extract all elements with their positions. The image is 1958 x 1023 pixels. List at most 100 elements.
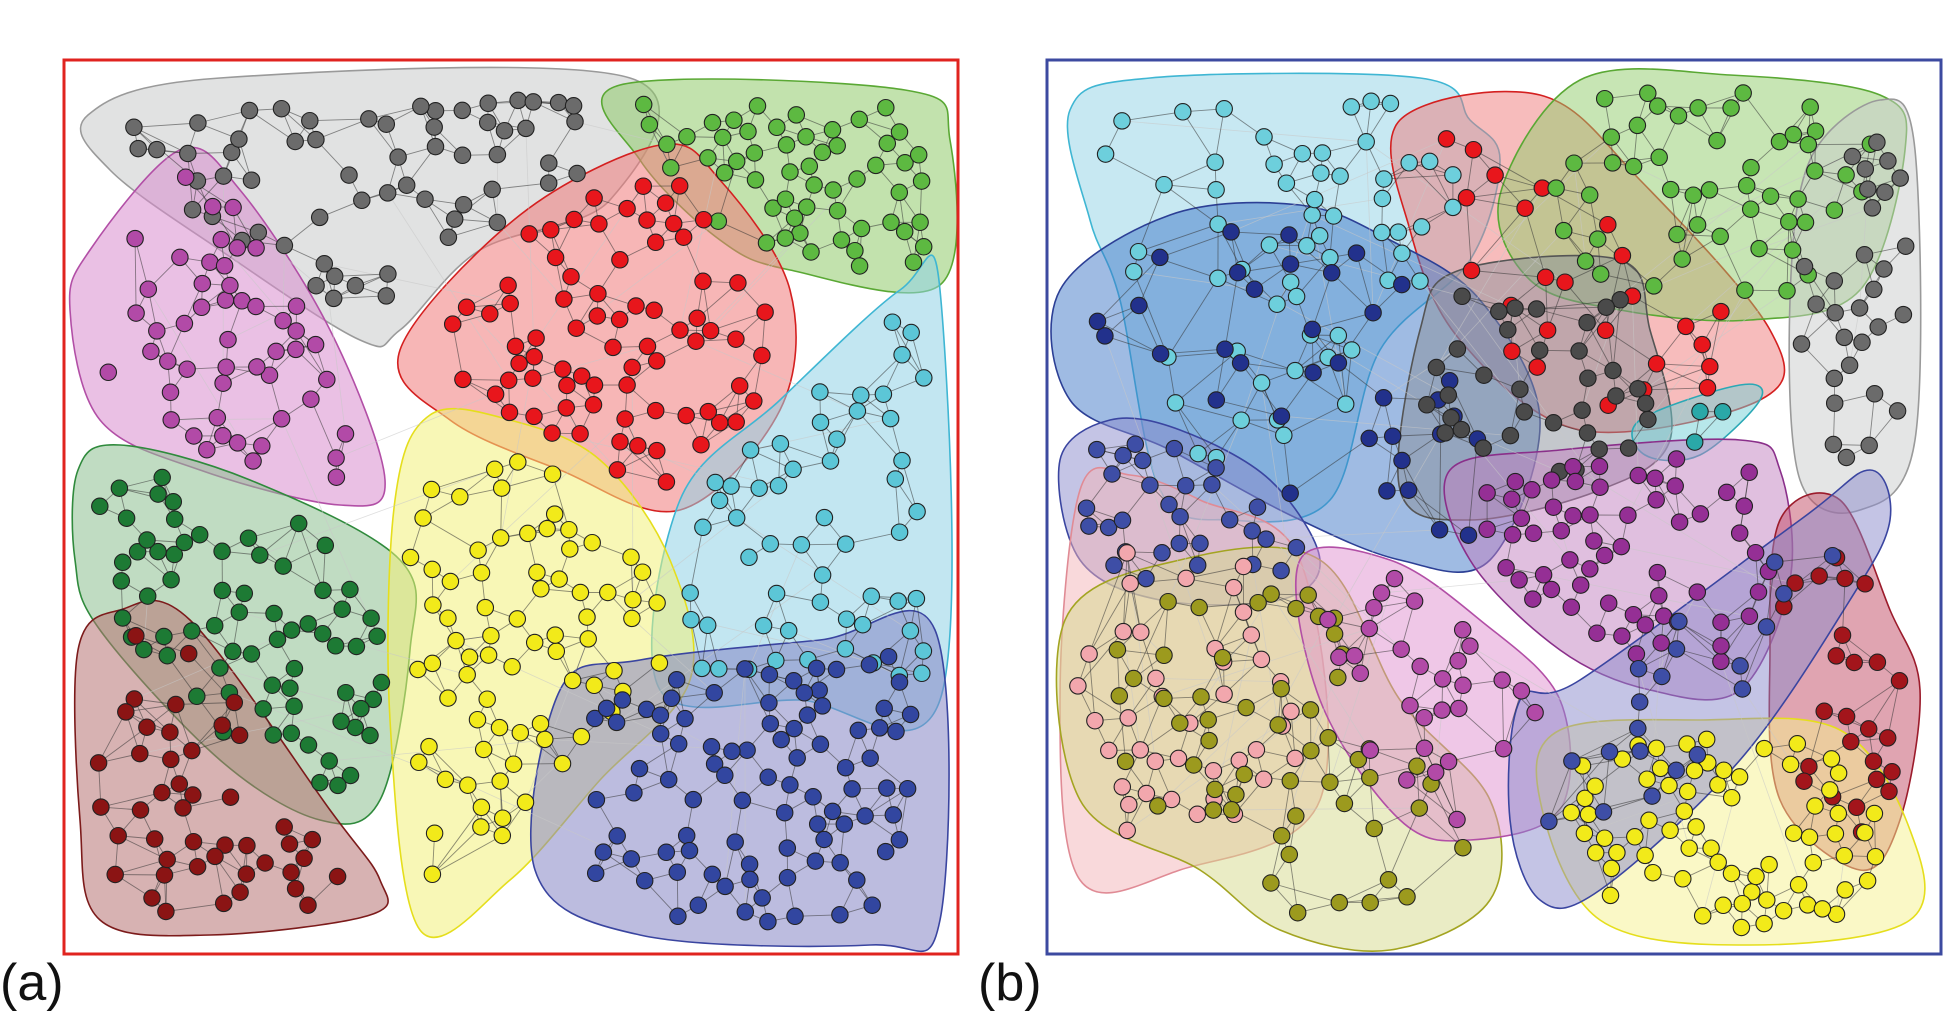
node-blue [856,807,874,825]
node-blue [759,768,777,786]
node-yellow [1755,739,1773,758]
node-olive [1149,797,1167,815]
node-yellow [401,548,420,567]
node-red [572,367,591,385]
node-green [1780,212,1798,231]
node-red [589,284,607,303]
node-blue [1222,223,1240,241]
node-gray [1837,448,1856,467]
edge [1709,311,1722,367]
edge [1283,403,1346,436]
node-green [776,190,795,208]
node-darkred [143,889,161,907]
node-gray [426,137,445,156]
node-green [911,213,929,232]
node-olive [1155,646,1173,665]
node-darkgreen [361,726,379,745]
node-cyan [710,660,728,678]
node-violetpink [1345,647,1364,665]
node-lavender [1287,538,1306,557]
inter-edge [690,619,922,674]
inter-edge [1365,141,1566,283]
node-darkgreen [285,659,304,678]
node-red [524,369,542,387]
node-magenta [318,370,336,389]
node-darkgreen [162,570,180,589]
edge [1842,578,1846,636]
node-violetpink [1433,670,1452,688]
node-darkgreen [320,752,338,770]
edge [1167,278,1219,358]
node-yellow [485,460,504,479]
node-darkgreen [149,485,167,503]
node-lowerblue [1823,546,1842,565]
inter-edge [631,618,715,694]
node-blue [890,831,909,849]
node-blue [613,691,632,709]
node-darkred [328,867,347,886]
node-olive [1124,669,1143,688]
node-blue [786,907,804,926]
node-olive [1222,801,1241,819]
node-cyan [881,409,900,428]
node-gray [1855,246,1874,264]
node-green [867,156,885,175]
node-gray [1865,385,1884,403]
node-yellow [532,580,550,598]
node-yellow [504,755,523,773]
node-magenta [99,363,118,382]
node-purple [1510,571,1528,589]
node-green [823,121,842,139]
node-gray [377,115,396,133]
node-magenta [192,298,211,317]
node-red [443,315,462,333]
node-darkred [125,690,144,708]
node-green [1700,181,1719,199]
node-green [785,209,804,227]
edge [1605,307,1614,371]
node-magenta [193,274,212,293]
edge [1808,711,1825,767]
node-cyan [722,477,740,495]
edge [1163,161,1216,186]
node-green [1750,239,1768,258]
edge [1216,399,1282,417]
edge [1133,601,1169,679]
node-darkred [237,865,256,883]
node-blue [662,689,681,708]
inter-edge [1310,334,1428,406]
node-red [647,352,666,370]
node-green [828,137,846,155]
node-green [1580,186,1599,204]
node-magenta [214,427,232,445]
node-green [850,257,869,275]
node-blue [669,907,687,926]
node-green [909,146,928,164]
node-cyan [813,566,832,584]
node-gray [378,184,397,202]
edge [462,379,510,413]
node-yellow [441,572,460,591]
node-purple [1503,490,1521,508]
node-lowerblue [1653,667,1671,686]
edge [1105,153,1165,186]
node-violetpink [1330,648,1348,667]
edge [1612,299,1621,371]
inter-edge [1383,348,1458,399]
node-green [777,136,796,154]
node-blue [1130,296,1148,315]
node-magenta [142,342,160,361]
node-darkred [275,818,293,836]
node-red [1647,355,1666,373]
inter-edge [1469,645,1639,746]
node-purple [1585,532,1603,550]
edge [1742,92,1780,142]
node-red [727,330,745,348]
node-red [525,348,543,366]
node-blue [753,889,771,907]
inter-edge [1311,214,1347,405]
node-lavender [1207,459,1225,477]
edge [1312,312,1374,330]
node-lavender [1160,495,1178,514]
node-yellow [1675,802,1694,820]
